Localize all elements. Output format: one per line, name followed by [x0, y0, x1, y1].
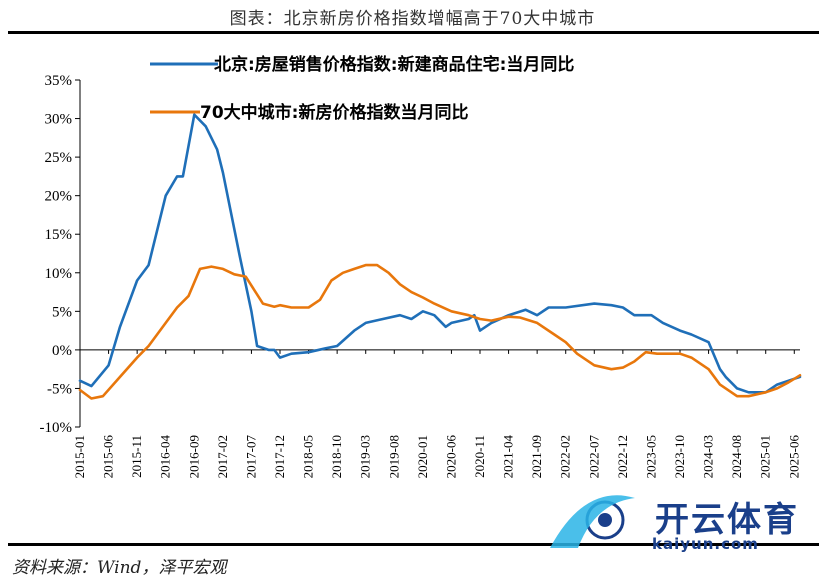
y-tick-label: 25% — [45, 150, 73, 166]
top-rule — [8, 31, 819, 34]
watermark-sub: kaiyun.com — [652, 535, 759, 553]
x-tick-label: 2025-06 — [786, 435, 801, 479]
x-tick-label: 2020-06 — [443, 435, 458, 479]
x-tick-label: 2015-01 — [72, 435, 87, 478]
chart-title: 图表：北京新房价格指数增幅高于70大中城市 — [229, 9, 596, 29]
logo-ball-panel — [598, 513, 612, 527]
x-tick-label: 2024-03 — [701, 435, 716, 478]
kaiyun-logo — [550, 495, 635, 548]
axes: -10% -5% 0% 5% 10% 15% 20% 25% 30% 35% 2015-01 2015… — [40, 73, 802, 478]
x-tick-label: 2016-09 — [186, 435, 201, 478]
x-tick-label: 2017-02 — [215, 435, 230, 478]
x-tick-label: 2017-12 — [272, 435, 287, 478]
x-tick-label: 2024-08 — [729, 435, 744, 478]
x-tick-label: 2020-11 — [472, 435, 487, 478]
source-note: 资料来源：Wind，泽平宏观 — [12, 558, 227, 578]
x-tick-label: 2021-04 — [501, 435, 516, 479]
x-tick-label: 2022-12 — [615, 435, 630, 478]
y-tick-label: -5% — [47, 381, 72, 397]
x-tick-label: 2025-01 — [758, 435, 773, 478]
x-tick-label: 2020-01 — [415, 435, 430, 478]
series-layer — [78, 113, 802, 400]
y-tick-label: 10% — [45, 266, 73, 282]
y-tick-label: 20% — [45, 189, 73, 205]
x-tick-label: 2023-05 — [643, 435, 658, 478]
y-tick-label: 0% — [52, 343, 72, 359]
watermark-text: 开云体育 — [655, 500, 799, 540]
legend: 北京:房屋销售价格指数:新建商品住宅:当月同比 70大中城市:新房价格指数当月同… — [150, 54, 574, 123]
x-tick-label: 2015-06 — [101, 435, 116, 479]
x-tick-label: 2019-08 — [386, 435, 401, 478]
bottom-rule — [8, 543, 819, 546]
legend-label-beijing: 北京:房屋销售价格指数:新建商品住宅:当月同比 — [214, 54, 574, 75]
x-tick-label: 2019-03 — [358, 435, 373, 478]
series-line-beijing — [78, 113, 802, 394]
x-tick-label: 2022-02 — [558, 435, 573, 478]
x-tick-label: 2023-10 — [672, 435, 687, 478]
x-tick-label: 2018-05 — [301, 435, 316, 478]
x-tick-label: 2018-10 — [329, 435, 344, 478]
y-tick-label: 15% — [45, 227, 73, 243]
logo-swoosh — [550, 495, 635, 548]
x-tick-label: 2021-09 — [529, 435, 544, 478]
x-tick-label: 2016-04 — [158, 435, 173, 479]
y-tick-label: 30% — [45, 112, 73, 128]
y-tick-label: 5% — [52, 304, 72, 320]
x-tick-label: 2017-07 — [243, 435, 258, 479]
x-tick-label: 2022-07 — [586, 435, 601, 479]
y-tick-label: 35% — [45, 73, 73, 89]
legend-label-70-cities: 70大中城市:新房价格指数当月同比 — [200, 102, 468, 123]
x-tick-label: 2015-11 — [129, 435, 144, 478]
line-chart: 北京:房屋销售价格指数:新建商品住宅:当月同比 70大中城市:新房价格指数当月同… — [40, 54, 802, 478]
series-line-70-cities — [78, 263, 802, 400]
y-tick-label: -10% — [40, 420, 73, 436]
